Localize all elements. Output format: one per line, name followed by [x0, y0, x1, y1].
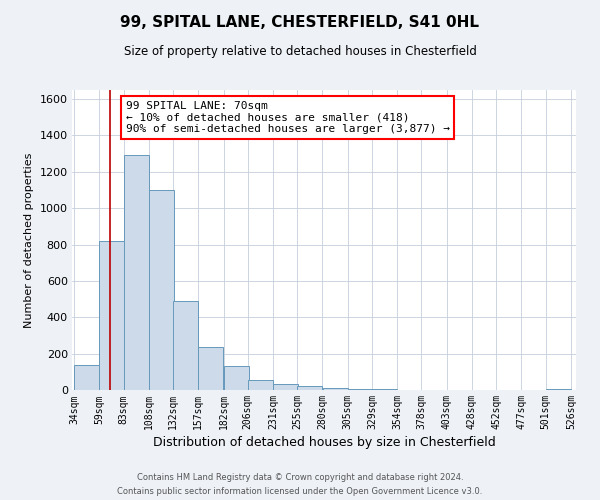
Bar	[124, 156, 149, 390]
Bar	[224, 366, 248, 390]
Bar	[248, 380, 273, 390]
Bar	[100, 241, 124, 390]
Text: Contains public sector information licensed under the Open Government Licence v3: Contains public sector information licen…	[118, 486, 482, 496]
Bar	[74, 364, 99, 390]
Bar	[323, 388, 347, 390]
Text: Contains HM Land Registry data © Crown copyright and database right 2024.: Contains HM Land Registry data © Crown c…	[137, 473, 463, 482]
Bar	[173, 301, 198, 390]
Text: 99 SPITAL LANE: 70sqm
← 10% of detached houses are smaller (418)
90% of semi-det: 99 SPITAL LANE: 70sqm ← 10% of detached …	[125, 101, 449, 134]
Bar	[149, 190, 174, 390]
Bar	[546, 388, 571, 390]
X-axis label: Distribution of detached houses by size in Chesterfield: Distribution of detached houses by size …	[152, 436, 496, 450]
Text: 99, SPITAL LANE, CHESTERFIELD, S41 0HL: 99, SPITAL LANE, CHESTERFIELD, S41 0HL	[121, 15, 479, 30]
Y-axis label: Number of detached properties: Number of detached properties	[24, 152, 34, 328]
Bar	[298, 386, 322, 390]
Bar	[199, 348, 223, 390]
Text: Size of property relative to detached houses in Chesterfield: Size of property relative to detached ho…	[124, 45, 476, 58]
Bar	[273, 384, 298, 390]
Bar	[348, 389, 373, 390]
